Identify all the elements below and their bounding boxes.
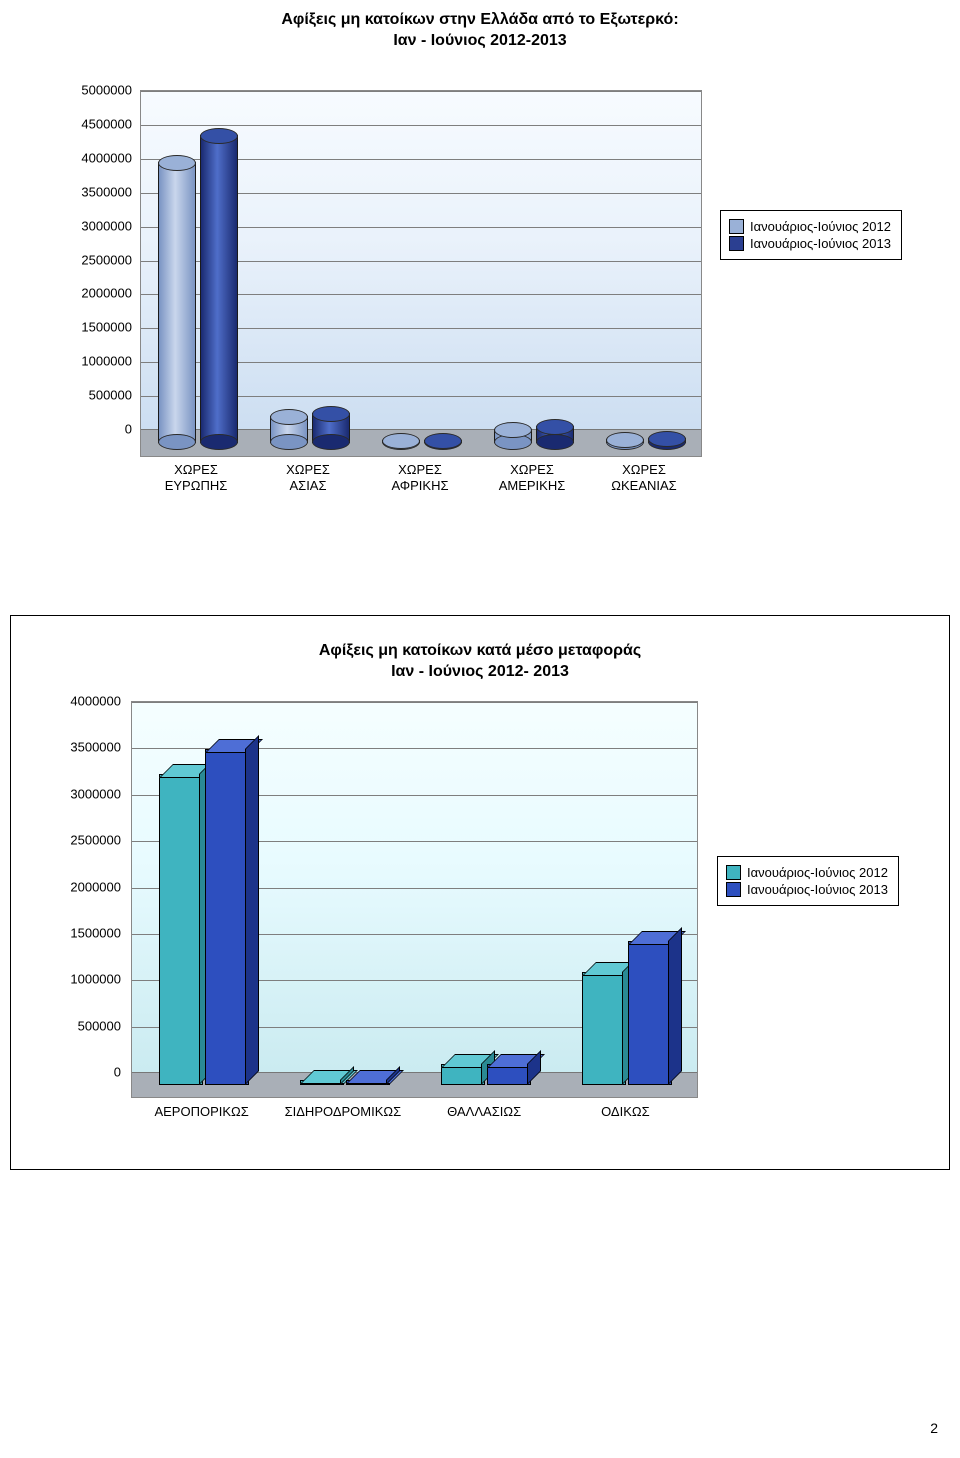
chart2-gridline bbox=[132, 702, 697, 703]
chart1-ytick: 3500000 bbox=[32, 184, 132, 199]
chart1-ytick: 2500000 bbox=[32, 252, 132, 267]
chart2-ytick: 1500000 bbox=[21, 925, 121, 940]
chart1-bar bbox=[200, 135, 236, 443]
chart2-ytick: 2000000 bbox=[21, 879, 121, 894]
chart2-frame: Αφίξεις μη κατοίκων κατά μέσο μεταφοράς … bbox=[10, 615, 950, 1170]
chart1-bar bbox=[648, 438, 684, 443]
chart1-bar bbox=[424, 440, 460, 443]
chart1-title-line2: Ιαν - Ιούνιος 2012-2013 bbox=[0, 31, 960, 52]
legend-swatch-2012-icon bbox=[726, 865, 741, 880]
chart1-bar bbox=[270, 416, 306, 443]
chart2-xlabel: ΣΙΔΗΡΟΔΡΟΜΙΚΩΣ bbox=[272, 1104, 413, 1119]
chart1-bar bbox=[536, 426, 572, 443]
page-number: 2 bbox=[930, 1420, 938, 1436]
chart2-ytick: 2500000 bbox=[21, 833, 121, 848]
legend-label-2013: Ιανουάριος-Ιούνιος 2013 bbox=[747, 882, 888, 897]
chart2-bar bbox=[300, 1082, 342, 1085]
chart1-title: Αφίξεις μη κατοίκων στην Ελλάδα από το Ε… bbox=[0, 0, 960, 52]
legend-swatch-2013-icon bbox=[726, 882, 741, 897]
chart2-bar bbox=[159, 776, 201, 1085]
chart2-legend: Ιανουάριος-Ιούνιος 2012 Ιανουάριος-Ιούνι… bbox=[717, 856, 899, 906]
chart2-bar bbox=[346, 1082, 388, 1085]
chart2-plot-area bbox=[131, 701, 698, 1098]
chart1-ytick: 3000000 bbox=[32, 218, 132, 233]
chart1-plot-area bbox=[140, 90, 702, 457]
chart1-gridline bbox=[141, 91, 701, 92]
chart2-legend-item-2013: Ιανουάριος-Ιούνιος 2013 bbox=[726, 882, 888, 897]
chart2-legend-item-2012: Ιανουάριος-Ιούνιος 2012 bbox=[726, 865, 888, 880]
chart1-xlabel: ΧΩΡΕΣΕΥΡΩΠΗΣ bbox=[140, 462, 252, 493]
chart1-xlabel: ΧΩΡΕΣΑΦΡΙΚΗΣ bbox=[364, 462, 476, 493]
chart1-bar bbox=[494, 429, 530, 443]
chart1-ytick: 4500000 bbox=[32, 116, 132, 131]
chart2-xlabel: ΟΔΙΚΩΣ bbox=[555, 1104, 696, 1119]
chart1-ytick: 1000000 bbox=[32, 354, 132, 369]
chart1-ytick: 0 bbox=[32, 422, 132, 437]
chart2-ytick: 1000000 bbox=[21, 972, 121, 987]
chart1-ytick: 500000 bbox=[32, 388, 132, 403]
chart2-title-line1: Αφίξεις μη κατοίκων κατά μέσο μεταφοράς bbox=[11, 641, 949, 662]
chart1-legend-item-2012: Ιανουάριος-Ιούνιος 2012 bbox=[729, 219, 891, 234]
chart2-title-line2: Ιαν - Ιούνιος 2012- 2013 bbox=[11, 662, 949, 683]
chart1-ytick: 5000000 bbox=[32, 83, 132, 98]
chart2-bar bbox=[205, 751, 247, 1085]
chart2-bar bbox=[628, 943, 670, 1085]
chart2-title: Αφίξεις μη κατοίκων κατά μέσο μεταφοράς … bbox=[11, 616, 949, 683]
page: Αφίξεις μη κατοίκων στην Ελλάδα από το Ε… bbox=[0, 0, 960, 1170]
legend-swatch-2013-icon bbox=[729, 236, 744, 251]
chart2-ytick: 4000000 bbox=[21, 694, 121, 709]
legend-label-2012: Ιανουάριος-Ιούνιος 2012 bbox=[747, 865, 888, 880]
chart1-bar bbox=[382, 440, 418, 443]
chart1-bar bbox=[312, 413, 348, 444]
chart2-xlabel: ΑΕΡΟΠΟΡΙΚΩΣ bbox=[131, 1104, 272, 1119]
chart-arrivals-by-transport: Αφίξεις μη κατοίκων κατά μέσο μεταφοράς … bbox=[11, 616, 949, 1169]
chart2-bar bbox=[487, 1066, 529, 1085]
chart1-title-line1: Αφίξεις μη κατοίκων στην Ελλάδα από το Ε… bbox=[0, 10, 960, 31]
chart2-bar bbox=[441, 1066, 483, 1085]
chart2-bar bbox=[582, 974, 624, 1085]
chart1-ytick: 4000000 bbox=[32, 150, 132, 165]
chart2-ytick: 500000 bbox=[21, 1018, 121, 1033]
chart1-xlabel: ΧΩΡΕΣΩΚΕΑΝΙΑΣ bbox=[588, 462, 700, 493]
chart1-bar bbox=[158, 162, 194, 443]
chart1-ytick: 2000000 bbox=[32, 286, 132, 301]
legend-label-2012: Ιανουάριος-Ιούνιος 2012 bbox=[750, 219, 891, 234]
chart1-ytick: 1500000 bbox=[32, 320, 132, 335]
chart1-gridline bbox=[141, 125, 701, 126]
chart2-ytick: 0 bbox=[21, 1065, 121, 1080]
chart1-legend: Ιανουάριος-Ιούνιος 2012 Ιανουάριος-Ιούνι… bbox=[720, 210, 902, 260]
chart-arrivals-by-region: Αφίξεις μη κατοίκων στην Ελλάδα από το Ε… bbox=[0, 0, 960, 530]
chart2-ytick: 3000000 bbox=[21, 786, 121, 801]
chart1-xlabel: ΧΩΡΕΣΑΜΕΡΙΚΗΣ bbox=[476, 462, 588, 493]
legend-swatch-2012-icon bbox=[729, 219, 744, 234]
chart1-legend-item-2013: Ιανουάριος-Ιούνιος 2013 bbox=[729, 236, 891, 251]
legend-label-2013: Ιανουάριος-Ιούνιος 2013 bbox=[750, 236, 891, 251]
chart1-bar bbox=[606, 439, 642, 443]
chart2-xlabel: ΘΑΛΛΑΣΙΩΣ bbox=[414, 1104, 555, 1119]
chart2-ytick: 3500000 bbox=[21, 740, 121, 755]
chart1-xlabel: ΧΩΡΕΣΑΣΙΑΣ bbox=[252, 462, 364, 493]
